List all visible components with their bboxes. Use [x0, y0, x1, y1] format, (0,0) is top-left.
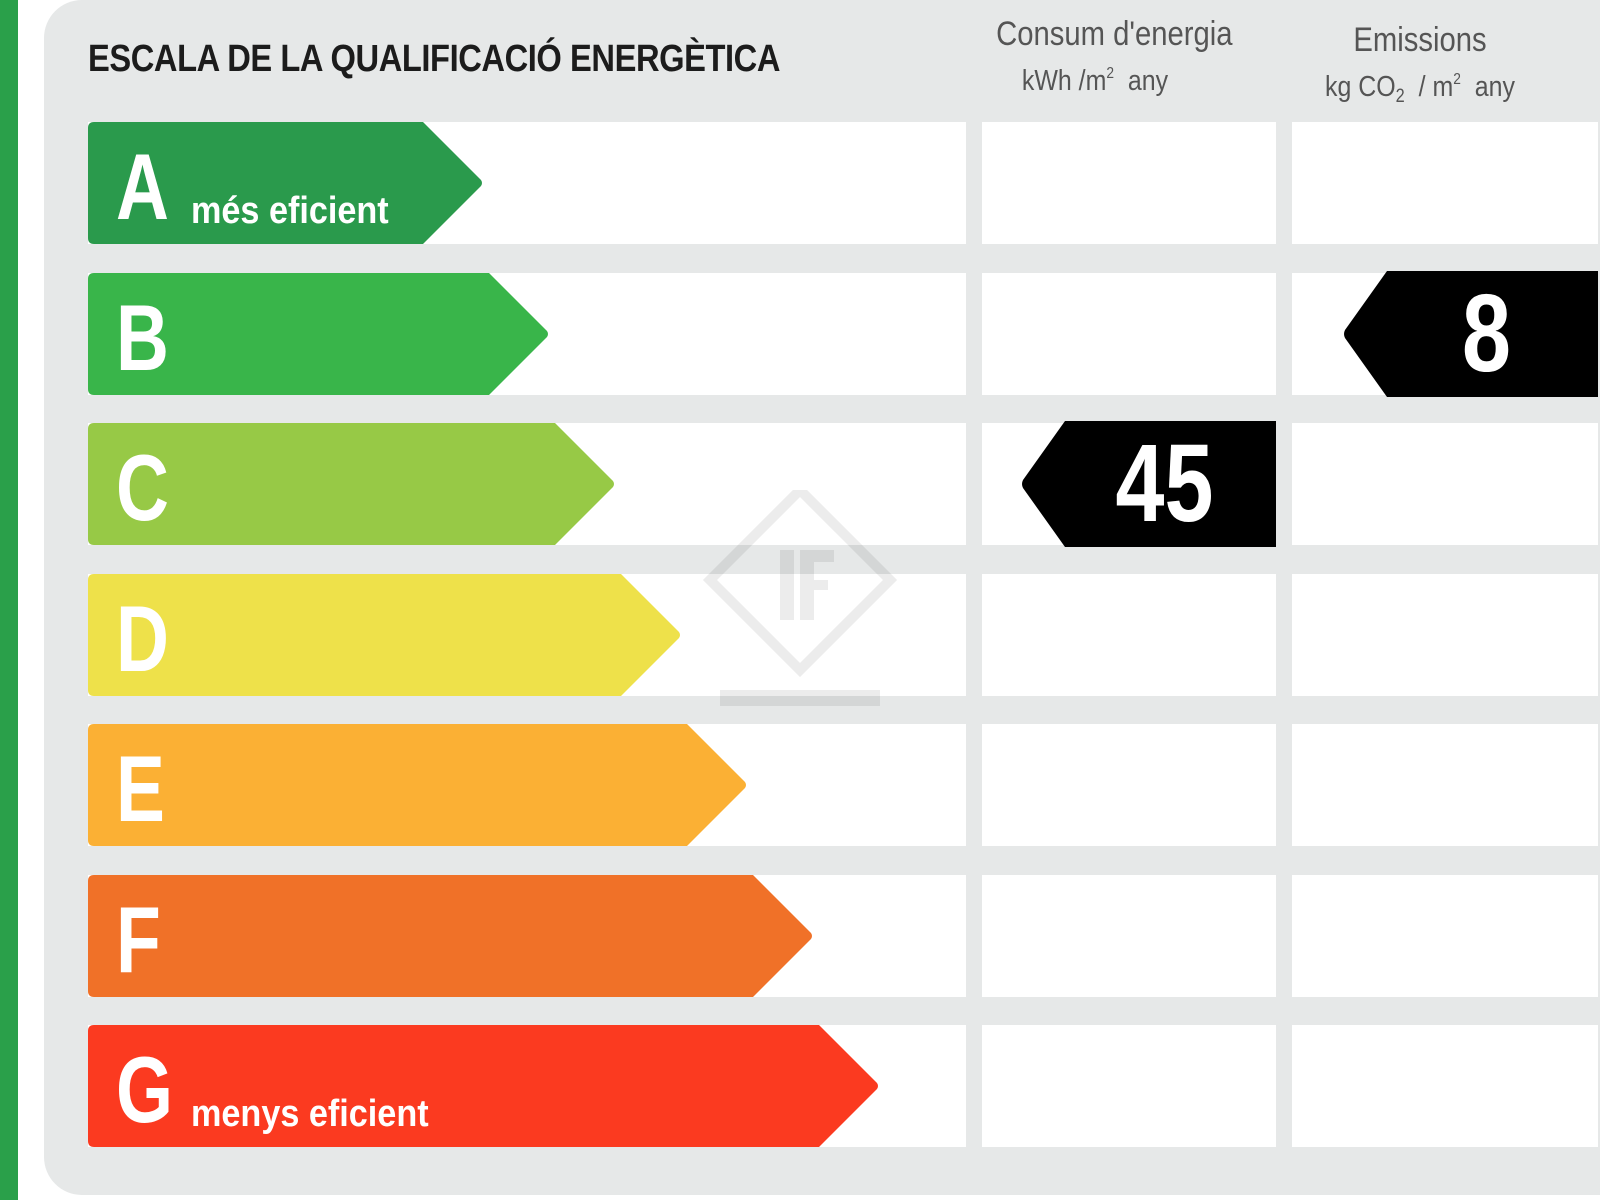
grade-letter-a: A [116, 134, 169, 239]
grade-arrow-shape-d [88, 574, 680, 696]
grade-letter-c: C [116, 435, 169, 540]
consumption-indicator: 45 [1021, 421, 1276, 547]
row-e-cell-consumption [982, 724, 1276, 846]
emissions-indicator-shape [1344, 271, 1598, 397]
row-a-cell-emissions [1292, 122, 1598, 244]
row-e-cell-emissions [1292, 724, 1598, 846]
grade-letter-f: F [116, 887, 161, 992]
emissions-indicator-value: 8 [1462, 272, 1511, 395]
grade-label-g: menys eficient [191, 1093, 429, 1135]
row-g-cell-consumption [982, 1025, 1276, 1147]
grade-arrow-shape-b [88, 273, 548, 395]
row-d-cell-consumption [982, 574, 1276, 696]
consumption-column-header: Consum d'energia kWh /m2 any [996, 14, 1233, 101]
grade-arrow-e: E [88, 724, 747, 846]
consumption-title: Consum d'energia [996, 15, 1233, 53]
row-f-cell-emissions [1292, 875, 1598, 997]
emissions-unit: kg CO2 / m2 any [1324, 71, 1516, 107]
grade-letter-g: G [116, 1037, 174, 1142]
grade-letter-e: E [116, 736, 165, 841]
grade-arrow-shape-c [88, 423, 614, 545]
grade-letter-b: B [116, 285, 169, 390]
grade-arrow-d: D [88, 574, 681, 696]
page-title: ESCALA DE LA QUALIFICACIÓ ENERGÈTICA [88, 38, 780, 80]
watermark-logo [702, 490, 898, 706]
grade-arrow-shape-e [88, 724, 746, 846]
consumption-indicator-shape [1022, 421, 1276, 547]
grade-arrow-f: F [88, 875, 813, 997]
emissions-indicator: 8 [1343, 271, 1598, 397]
row-f-cell-consumption [982, 875, 1276, 997]
row-a-cell-consumption [982, 122, 1276, 244]
grade-arrow-shape-f [88, 875, 812, 997]
grade-arrow-shape-a [88, 122, 482, 244]
consumption-unit: kWh /m2 any [1021, 65, 1169, 97]
grade-arrow-shape-g [88, 1025, 878, 1147]
row-c-cell-emissions [1292, 423, 1598, 545]
grade-letter-d: D [116, 586, 169, 691]
grade-label-a: més eficient [191, 190, 389, 232]
grade-arrow-b: B [88, 273, 549, 395]
side-stripe [0, 0, 18, 1200]
emissions-column-header: Emissions kg CO2 / m2 any [1317, 20, 1523, 117]
emissions-title: Emissions [1353, 21, 1487, 59]
row-d-cell-emissions [1292, 574, 1598, 696]
consumption-indicator-value: 45 [1115, 422, 1214, 545]
row-b-cell-consumption [982, 273, 1276, 395]
grade-arrow-c: C [88, 423, 615, 545]
row-g-cell-emissions [1292, 1025, 1598, 1147]
